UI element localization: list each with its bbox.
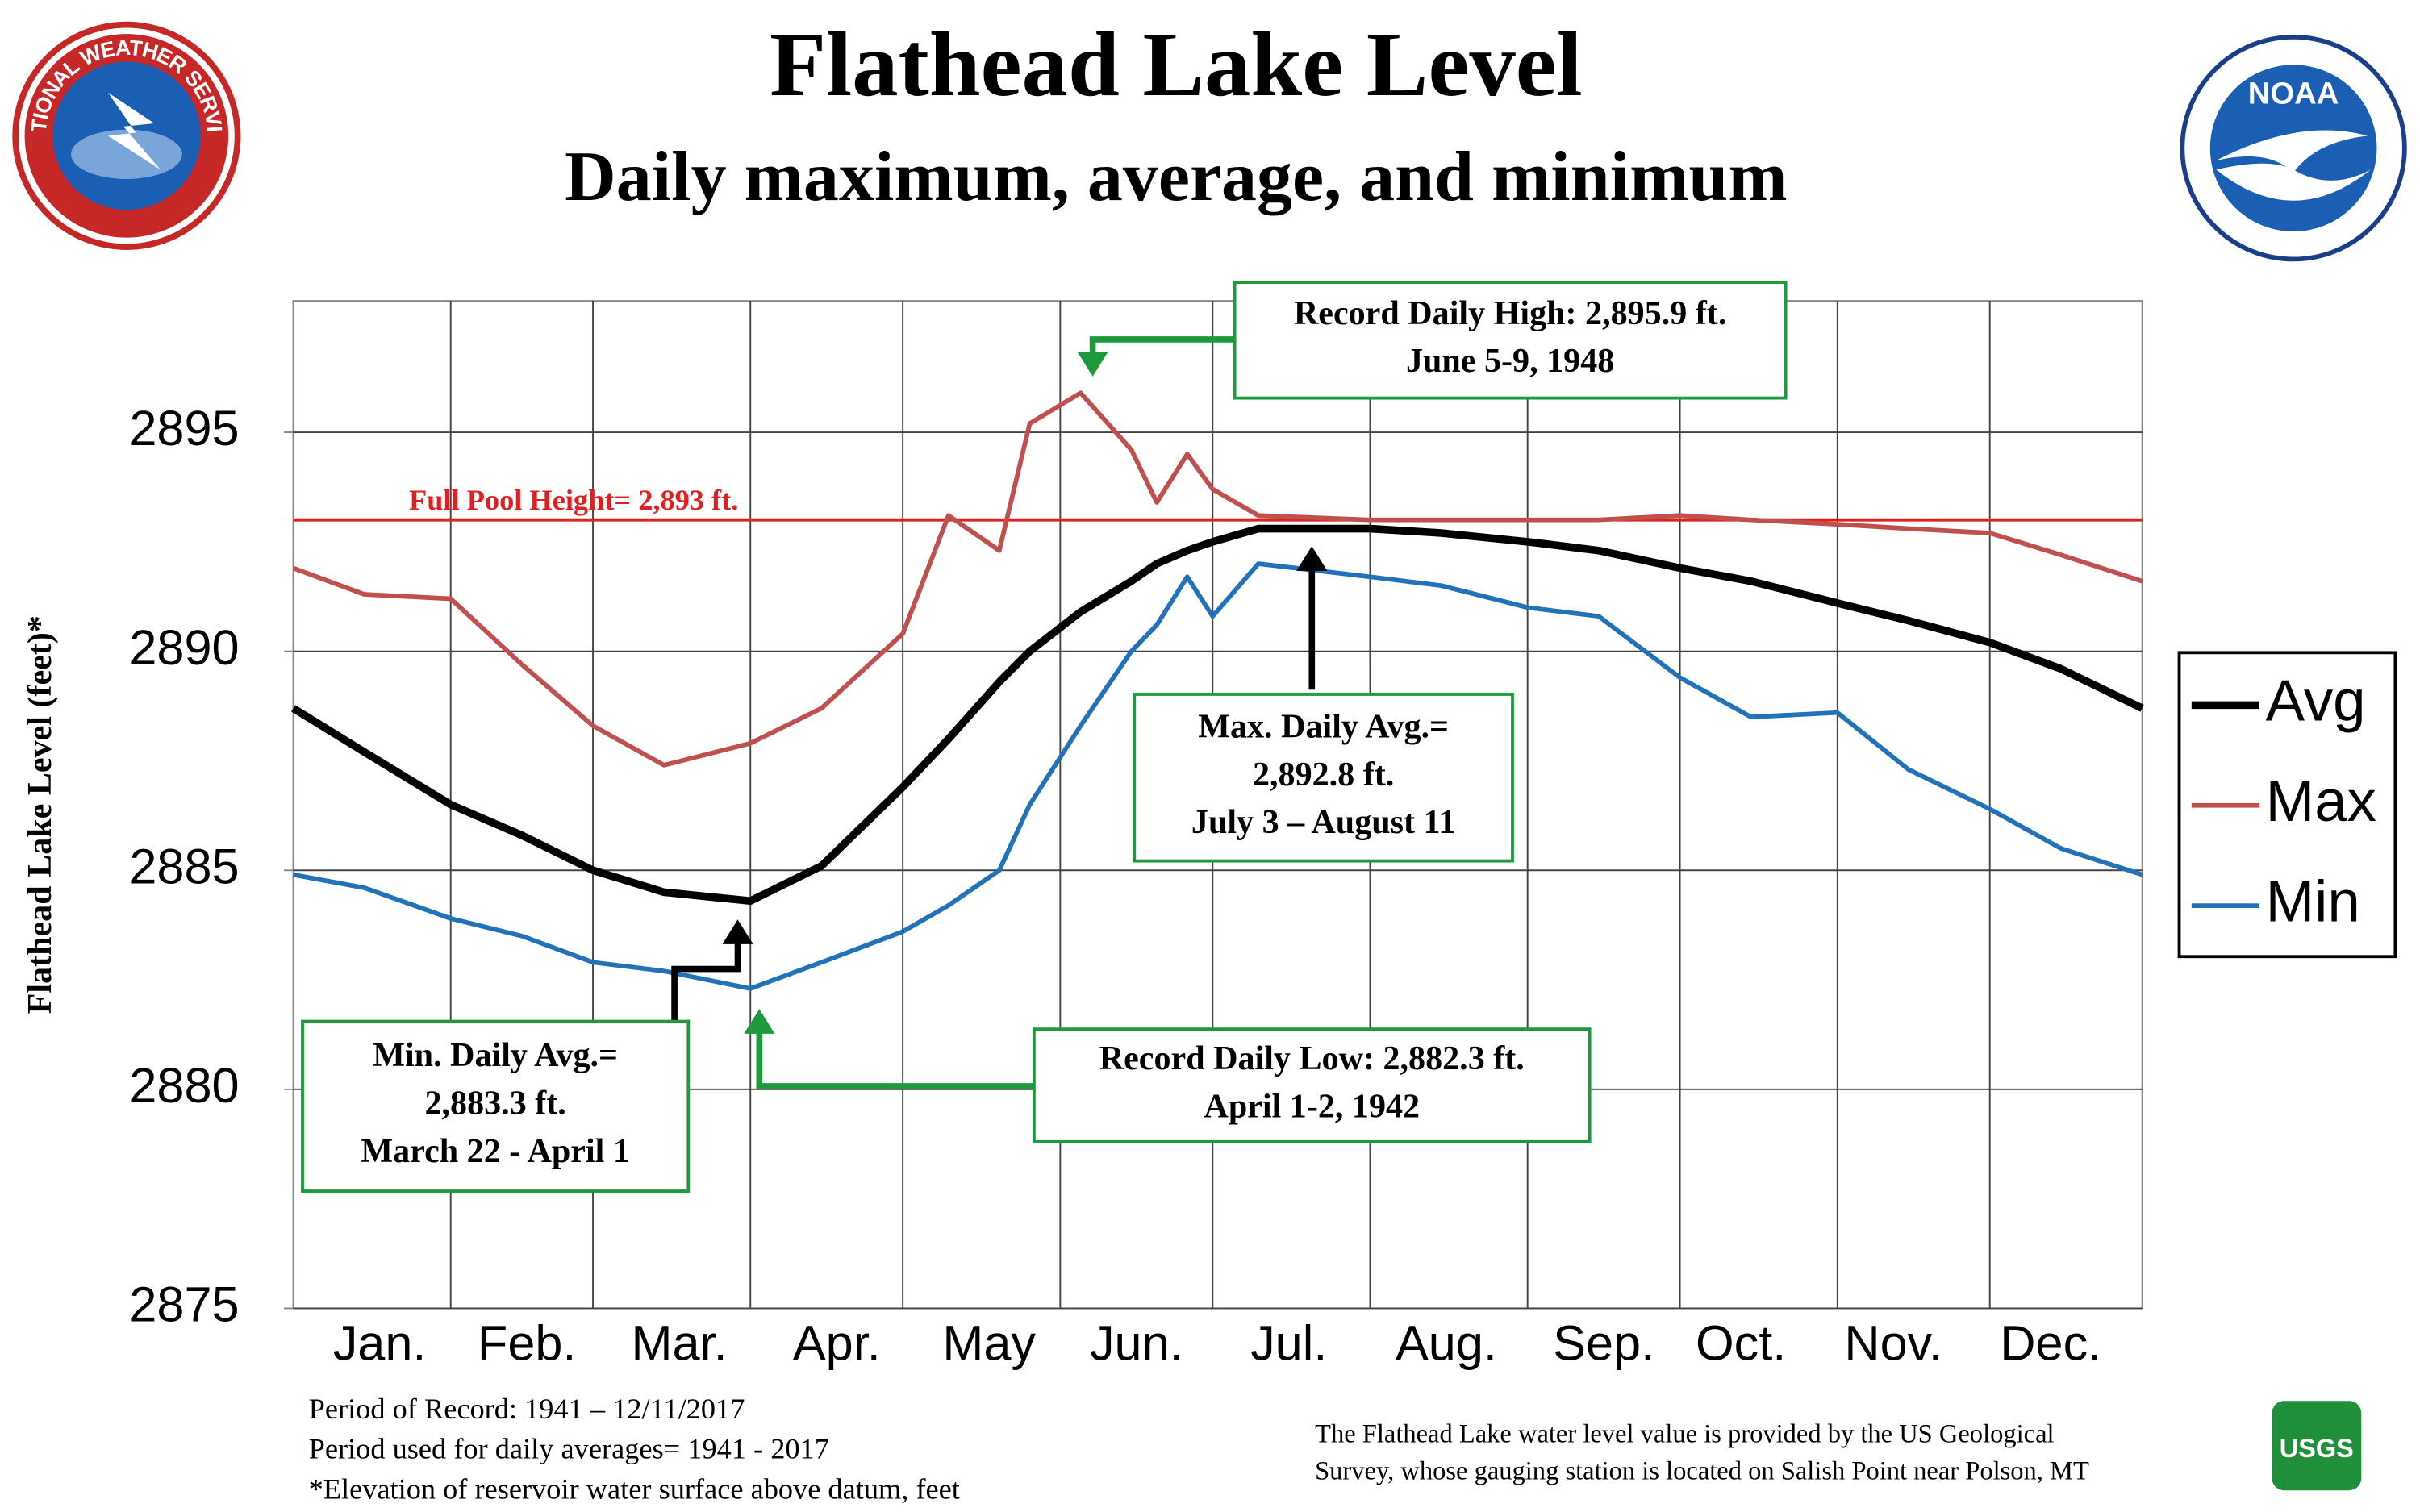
footnote: Period of Record: 1941 – 12/11/2017	[309, 1393, 745, 1425]
y-tick-label: 2895	[129, 401, 239, 456]
x-tick-label: Jan.	[333, 1315, 427, 1370]
annotation-text: July 3 – August 11	[1191, 803, 1455, 841]
annotation-arrow	[671, 925, 741, 1022]
x-tick-label: Aug.	[1396, 1315, 1497, 1370]
arrow-head	[1077, 352, 1108, 377]
annotation-text: June 5-9, 1948	[1406, 342, 1614, 380]
x-tick-label: May	[942, 1315, 1036, 1370]
x-tick-label: Oct.	[1696, 1315, 1786, 1370]
y-tick-label: 2890	[129, 620, 239, 675]
y-tick-label: 2880	[129, 1058, 239, 1113]
annotation-text: 2,883.3 ft.	[425, 1084, 566, 1122]
annotation-text: 2,892.8 ft.	[1253, 756, 1394, 793]
annotation-text: April 1-2, 1942	[1204, 1087, 1420, 1125]
annotation-box	[1032, 1027, 1592, 1143]
arrow-head	[744, 1009, 775, 1034]
annotation-text: Record Daily High: 2,895.9 ft.	[1294, 294, 1726, 332]
annotation-arrow	[756, 1014, 1034, 1089]
footnote: *Elevation of reservoir water surface ab…	[309, 1472, 960, 1505]
series-line	[292, 390, 2143, 768]
series-line	[292, 561, 2143, 991]
footnote: Period used for daily averages= 1941 - 2…	[309, 1433, 829, 1465]
reference-line-label: Full Pool Height= 2,893 ft.	[409, 484, 738, 516]
x-tick-label: Nov.	[1844, 1315, 1942, 1370]
chart-subtitle: Daily maximum, average, and minimum	[565, 138, 1788, 216]
annotation-box	[1233, 281, 1788, 400]
y-tick-label: 2885	[129, 839, 239, 893]
x-tick-label: Apr.	[793, 1315, 881, 1370]
arrow-head	[1296, 546, 1328, 571]
legend-label: Avg	[2266, 669, 2366, 734]
noaa-logo-text: NOAA	[2248, 77, 2339, 111]
arrow-head	[722, 919, 753, 944]
x-tick-label: Sep.	[1553, 1315, 1654, 1370]
annotation-box	[1133, 693, 1514, 863]
y-axis-label: Flathead Lake Level (feet)*	[21, 615, 59, 1014]
legend-label: Min	[2266, 868, 2360, 934]
x-tick-label: Mar.	[632, 1315, 728, 1370]
x-tick-label: Dec.	[2000, 1315, 2101, 1370]
noaa-logo: NOAA	[2180, 35, 2407, 262]
annotation-text: Min. Daily Avg.=	[373, 1036, 618, 1074]
legend-label: Max	[2266, 768, 2376, 834]
nws-logo: NATIONAL WEATHER SERVICE	[0, 0, 241, 250]
annotation-text: Max. Daily Avg.=	[1198, 708, 1449, 746]
footnote: The Flathead Lake water level value is p…	[1315, 1420, 2054, 1449]
y-tick-label: 2875	[129, 1277, 239, 1332]
usgs-logo-text: USGS	[2280, 1434, 2354, 1463]
x-tick-label: Jul.	[1250, 1315, 1327, 1370]
annotation-text: Record Daily Low: 2,882.3 ft.	[1099, 1039, 1525, 1077]
x-tick-label: Feb.	[478, 1315, 577, 1370]
annotation-box	[301, 1019, 691, 1193]
annotation-text: March 22 - April 1	[361, 1132, 629, 1170]
usgs-logo: USGS	[2272, 1401, 2362, 1491]
x-tick-label: Jun.	[1090, 1315, 1183, 1370]
chart-title: Flathead Lake Level	[770, 13, 1582, 115]
footnote: Survey, whose gauging station is located…	[1315, 1457, 2089, 1486]
series-line	[291, 524, 2144, 906]
